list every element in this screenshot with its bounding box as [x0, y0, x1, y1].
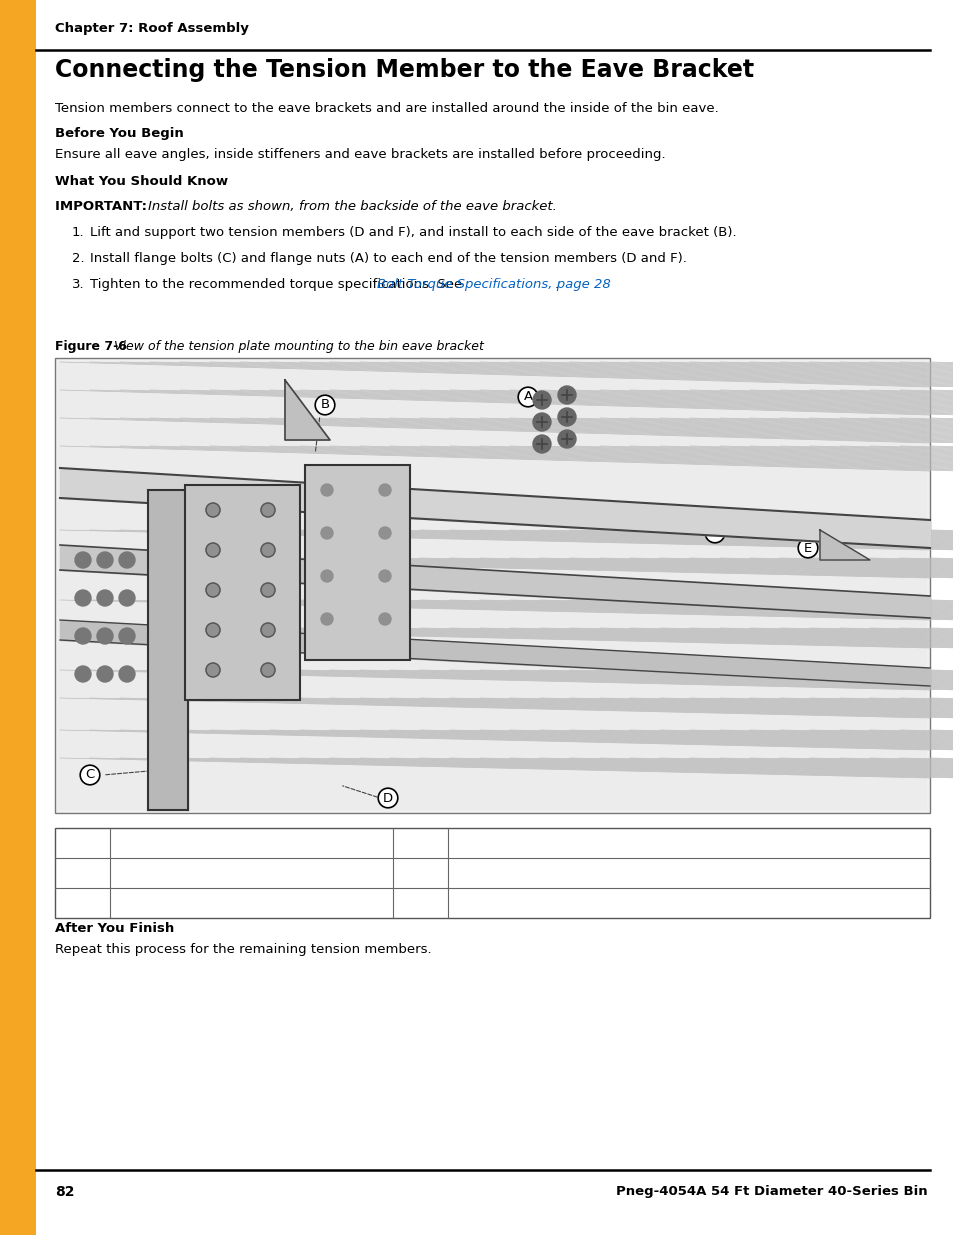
Circle shape — [558, 387, 576, 404]
Circle shape — [378, 571, 391, 582]
Text: Install flange bolts (C) and flange nuts (A) to each end of the tension members : Install flange bolts (C) and flange nuts… — [90, 252, 686, 266]
Text: Install bolts as shown, from the backside of the eave bracket.: Install bolts as shown, from the backsid… — [148, 200, 557, 212]
Circle shape — [206, 663, 220, 677]
Circle shape — [378, 613, 391, 625]
FancyBboxPatch shape — [58, 361, 926, 810]
FancyBboxPatch shape — [55, 827, 929, 918]
Text: E: E — [416, 867, 424, 879]
Circle shape — [97, 590, 112, 606]
Circle shape — [378, 527, 391, 538]
Circle shape — [261, 503, 274, 517]
Circle shape — [320, 571, 333, 582]
Text: 1.: 1. — [71, 226, 85, 240]
Text: .: . — [555, 278, 558, 291]
Circle shape — [206, 503, 220, 517]
Circle shape — [320, 613, 333, 625]
Circle shape — [119, 552, 135, 568]
Text: 3.: 3. — [71, 278, 85, 291]
Circle shape — [533, 412, 551, 431]
Circle shape — [97, 629, 112, 643]
Text: Lift and support two tension members (D and F), and install to each side of the : Lift and support two tension members (D … — [90, 226, 736, 240]
Text: Tension members connect to the eave brackets and are installed around the inside: Tension members connect to the eave brac… — [55, 103, 718, 115]
Text: E: E — [803, 541, 811, 555]
Text: Connecting the Tension Member to the Eave Bracket: Connecting the Tension Member to the Eav… — [55, 58, 753, 82]
Circle shape — [533, 391, 551, 409]
Circle shape — [320, 527, 333, 538]
Polygon shape — [285, 380, 330, 440]
Circle shape — [261, 622, 274, 637]
Text: After You Finish: After You Finish — [55, 923, 174, 935]
Circle shape — [206, 543, 220, 557]
Text: F: F — [711, 526, 718, 540]
Text: Chapter 7: Roof Assembly: Chapter 7: Roof Assembly — [55, 22, 249, 35]
Text: Repeat this process for the remaining tension members.: Repeat this process for the remaining te… — [55, 944, 431, 956]
Text: View of the tension plate mounting to the bin eave bracket: View of the tension plate mounting to th… — [110, 340, 483, 353]
Circle shape — [206, 622, 220, 637]
Circle shape — [75, 590, 91, 606]
FancyBboxPatch shape — [305, 466, 410, 659]
Text: IMPORTANT:: IMPORTANT: — [55, 200, 152, 212]
Circle shape — [378, 484, 391, 496]
Text: Eave bracket (CTR-0498): Eave bracket (CTR-0498) — [118, 867, 283, 879]
Text: Eave angle (CTR-0186): Eave angle (CTR-0186) — [456, 867, 608, 879]
Text: C: C — [85, 768, 94, 782]
Text: A: A — [523, 390, 532, 404]
Circle shape — [206, 583, 220, 597]
Text: 2.: 2. — [71, 252, 85, 266]
Text: F: F — [416, 897, 424, 909]
Text: Tighten to the recommended torque specifications. See: Tighten to the recommended torque specif… — [90, 278, 466, 291]
Circle shape — [75, 666, 91, 682]
Circle shape — [261, 543, 274, 557]
Text: Pneg-4054A 54 Ft Diameter 40-Series Bin: Pneg-4054A 54 Ft Diameter 40-Series Bin — [616, 1186, 927, 1198]
Circle shape — [558, 430, 576, 448]
FancyBboxPatch shape — [55, 358, 929, 813]
Circle shape — [261, 663, 274, 677]
Text: 7/16 x 1-1/4 in. flange bolt (S-10250): 7/16 x 1-1/4 in. flange bolt (S-10250) — [118, 897, 365, 909]
Circle shape — [119, 629, 135, 643]
Text: D: D — [382, 792, 393, 804]
Text: 7/16 in. flange nut (S-10251): 7/16 in. flange nut (S-10251) — [118, 836, 311, 850]
Text: Tension member (CTR-0590): Tension member (CTR-0590) — [456, 836, 644, 850]
Text: Figure 7-6: Figure 7-6 — [55, 340, 127, 353]
Text: A: A — [77, 836, 87, 850]
Text: B: B — [320, 399, 329, 411]
Text: Tension member (CTR-0590): Tension member (CTR-0590) — [456, 897, 644, 909]
Text: 82: 82 — [55, 1186, 74, 1199]
FancyBboxPatch shape — [0, 0, 36, 1235]
Text: Ensure all eave angles, inside stiffeners and eave brackets are installed before: Ensure all eave angles, inside stiffener… — [55, 148, 665, 161]
Circle shape — [320, 484, 333, 496]
Circle shape — [119, 666, 135, 682]
Circle shape — [558, 408, 576, 426]
Text: What You Should Know: What You Should Know — [55, 175, 228, 188]
Text: D: D — [415, 836, 425, 850]
Circle shape — [75, 552, 91, 568]
Text: B: B — [77, 867, 87, 879]
Circle shape — [119, 590, 135, 606]
FancyBboxPatch shape — [185, 485, 299, 700]
Text: Bolt Torque Specifications, page 28: Bolt Torque Specifications, page 28 — [376, 278, 610, 291]
Text: C: C — [77, 897, 87, 909]
Circle shape — [261, 583, 274, 597]
Circle shape — [97, 552, 112, 568]
Polygon shape — [820, 530, 869, 559]
Circle shape — [533, 435, 551, 453]
Circle shape — [97, 666, 112, 682]
Circle shape — [75, 629, 91, 643]
Text: Before You Begin: Before You Begin — [55, 127, 184, 140]
